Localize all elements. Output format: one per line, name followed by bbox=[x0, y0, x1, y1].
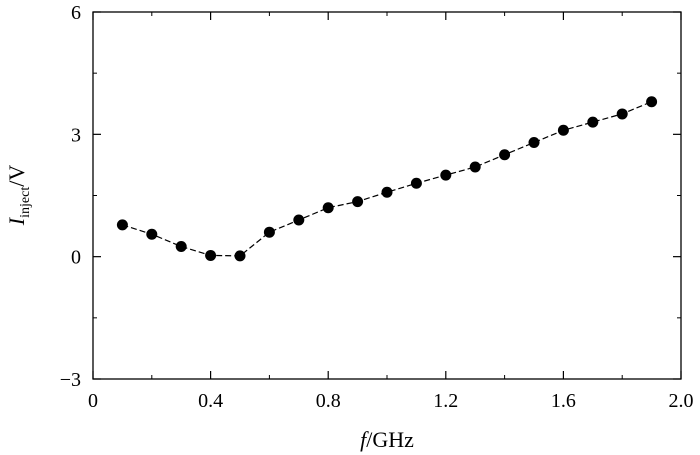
x-tick-label: 2.0 bbox=[669, 390, 694, 412]
data-point bbox=[499, 149, 511, 161]
data-point bbox=[440, 169, 452, 181]
series-layer bbox=[116, 96, 658, 262]
data-point bbox=[528, 136, 540, 148]
data-point bbox=[146, 228, 158, 240]
x-tick-label: 1.2 bbox=[433, 390, 458, 412]
data-point bbox=[352, 196, 364, 208]
x-tick-label: 0.4 bbox=[198, 390, 223, 412]
x-tick-label: 0 bbox=[88, 390, 98, 412]
data-point bbox=[205, 249, 217, 261]
y-tick-label: 3 bbox=[71, 124, 81, 146]
data-point bbox=[175, 240, 187, 252]
y-axis-ticks: −3 0 3 6 bbox=[60, 2, 681, 391]
data-point bbox=[646, 96, 658, 108]
y-tick-label: 6 bbox=[71, 2, 81, 24]
series-line bbox=[122, 101, 652, 257]
data-point bbox=[293, 214, 305, 226]
data-point bbox=[469, 161, 481, 173]
y-axis-label: Iinject/V bbox=[4, 165, 33, 227]
data-point bbox=[587, 116, 599, 128]
x-tick-label: 0.8 bbox=[316, 390, 341, 412]
x-axis-label: f/GHz bbox=[360, 427, 414, 452]
data-point bbox=[322, 202, 334, 214]
x-tick-label: 1.6 bbox=[551, 390, 576, 412]
data-point bbox=[263, 226, 275, 238]
x-axis-ticks: 0 0.4 0.8 1.2 1.6 2.0 bbox=[88, 12, 694, 412]
data-point bbox=[234, 250, 246, 262]
data-point bbox=[410, 177, 422, 189]
data-point bbox=[557, 124, 569, 136]
data-point bbox=[616, 108, 628, 120]
y-tick-label: 0 bbox=[71, 247, 81, 269]
y-tick-label: −3 bbox=[60, 369, 81, 391]
data-point bbox=[381, 186, 393, 198]
data-point bbox=[116, 219, 128, 231]
